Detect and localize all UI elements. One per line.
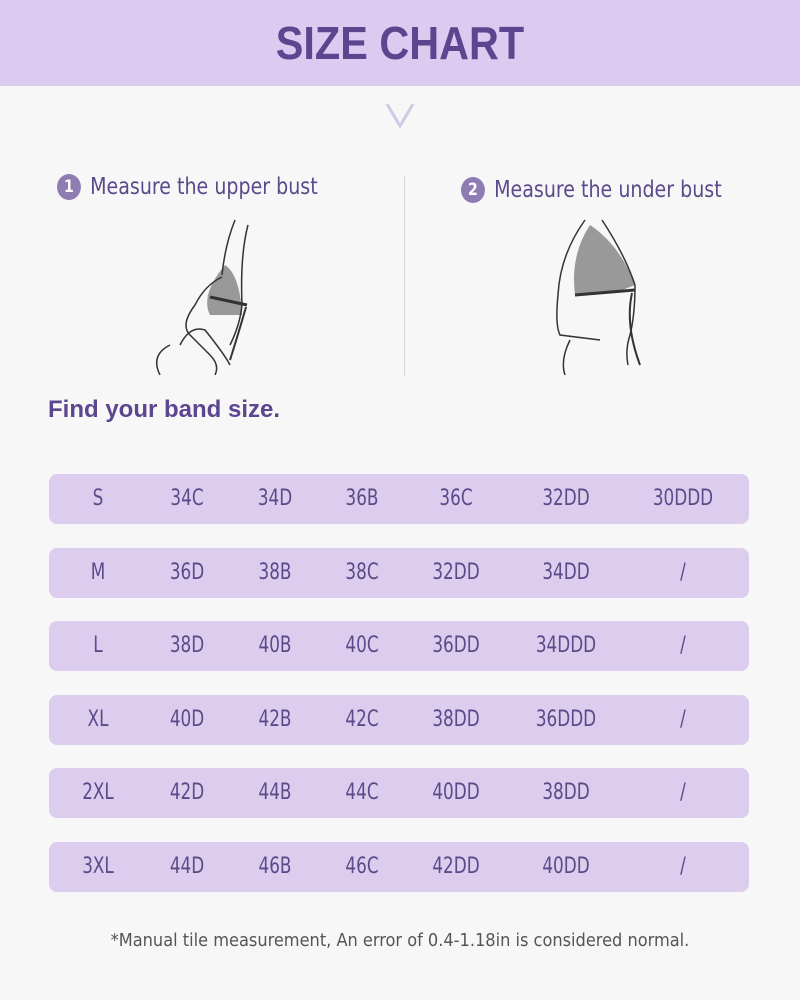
bra-size-cell: 40B: [258, 633, 292, 658]
bra-size-cell: 40D: [169, 707, 205, 732]
bra-size-cell: 44D: [169, 854, 205, 879]
bra-size-cell: 38DD: [542, 780, 590, 805]
upper-bust-illustration: [155, 219, 249, 375]
measurement-note: *Manual tile measurement, An error of 0.…: [110, 930, 690, 951]
bra-size-cell: 36C: [439, 486, 473, 511]
size-label: S: [92, 486, 104, 511]
size-label: XL: [87, 707, 109, 732]
divider: [404, 176, 405, 376]
bra-size-cell: 34D: [257, 486, 293, 511]
table-row: M 36D 38B 38C 32DD 34DD /: [49, 548, 749, 598]
bra-size-cell: 32DD: [542, 486, 590, 511]
bra-size-cell: /: [680, 560, 686, 585]
step-number-badge: 1: [57, 174, 81, 200]
band-size-heading: Find your band size.: [48, 396, 281, 423]
under-bust-illustration: [556, 219, 641, 375]
size-label: 2XL: [82, 780, 114, 805]
bra-size-cell: /: [680, 633, 686, 658]
step-number-badge: 2: [461, 177, 485, 203]
bra-size-cell: /: [680, 854, 686, 879]
table-row: 2XL 42D 44B 44C 40DD 38DD /: [49, 768, 749, 818]
size-label: L: [93, 633, 103, 658]
bra-size-cell: 38B: [258, 560, 292, 585]
size-label: 3XL: [82, 854, 114, 879]
bra-size-cell: 38D: [169, 633, 205, 658]
bra-size-cell: 36D: [169, 560, 205, 585]
table-row: L 38D 40B 40C 36DD 34DDD /: [49, 621, 749, 671]
bra-size-cell: 40C: [345, 633, 379, 658]
bra-size-cell: 40DD: [542, 854, 590, 879]
bra-size-cell: 42B: [258, 707, 292, 732]
bra-size-cell: 46B: [258, 854, 292, 879]
bra-size-cell: /: [680, 707, 686, 732]
bra-size-cell: 42D: [169, 780, 205, 805]
step-under-bust: 2 Measure the under bust: [461, 177, 722, 203]
bra-size-cell: 30DDD: [652, 486, 714, 511]
bra-size-cell: 36DD: [432, 633, 480, 658]
bra-size-cell: 34C: [170, 486, 204, 511]
table-row: S 34C 34D 36B 36C 32DD 30DDD: [49, 474, 749, 524]
page-title: SIZE CHART: [275, 17, 525, 69]
bra-size-cell: 40DD: [432, 780, 480, 805]
bra-size-cell: 34DDD: [535, 633, 597, 658]
bra-size-cell: 44B: [258, 780, 292, 805]
bra-size-cell: /: [680, 780, 686, 805]
bra-size-cell: 32DD: [432, 560, 480, 585]
bra-size-cell: 34DD: [542, 560, 590, 585]
table-row: XL 40D 42B 42C 38DD 36DDD /: [49, 695, 749, 745]
bra-size-cell: 38C: [345, 560, 379, 585]
size-label: M: [90, 560, 106, 585]
bra-size-cell: 42DD: [432, 854, 480, 879]
step-label: Measure the under bust: [494, 177, 722, 203]
table-row: 3XL 44D 46B 46C 42DD 40DD /: [49, 842, 749, 892]
bra-size-cell: 46C: [345, 854, 379, 879]
header-banner: SIZE CHART: [0, 0, 800, 86]
step-upper-bust: 1 Measure the upper bust: [57, 174, 318, 200]
bra-size-cell: 44C: [345, 780, 379, 805]
chevron-down-icon: [385, 103, 415, 129]
bra-size-cell: 38DD: [432, 707, 480, 732]
bra-size-cell: 36DDD: [535, 707, 597, 732]
bra-size-cell: 42C: [345, 707, 379, 732]
step-label: Measure the upper bust: [90, 174, 318, 200]
bra-size-cell: 36B: [345, 486, 379, 511]
